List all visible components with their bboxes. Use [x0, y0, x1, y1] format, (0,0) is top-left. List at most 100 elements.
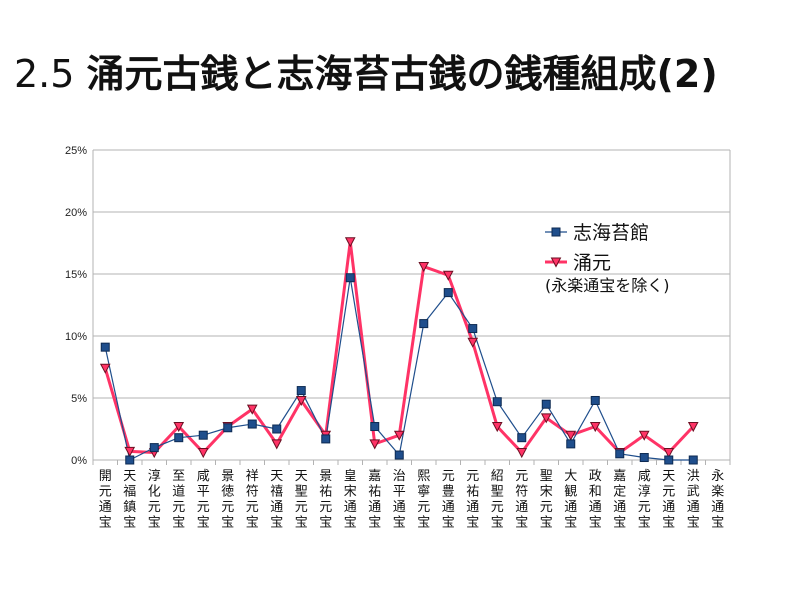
- data-point: [639, 453, 649, 463]
- x-category-char: 元: [662, 485, 675, 500]
- x-category-char: 宝: [246, 516, 259, 531]
- x-category-char: 観: [564, 485, 577, 500]
- x-category-char: 宝: [99, 516, 112, 531]
- data-point: [540, 413, 552, 424]
- x-category-char: 通: [613, 500, 626, 515]
- x-category-char: 宝: [662, 516, 675, 531]
- x-category-char: 元: [515, 469, 528, 484]
- x-category-char: 通: [442, 500, 455, 515]
- data-point: [124, 446, 136, 457]
- data-point: [492, 397, 502, 407]
- x-category-char: 元: [172, 500, 185, 515]
- data-point: [443, 288, 453, 298]
- x-category-char: 宝: [589, 516, 602, 531]
- data-point: [566, 439, 576, 449]
- data-point: [418, 262, 430, 273]
- series-markers-1: [99, 237, 699, 459]
- data-point: [296, 386, 306, 396]
- x-category-char: 永: [711, 469, 724, 484]
- x-category-char: 通: [662, 500, 675, 515]
- x-category-char: 元: [319, 500, 332, 515]
- x-category-char: 皇: [344, 469, 357, 484]
- x-category-char: 元: [197, 500, 210, 515]
- x-category-char: 化: [148, 485, 161, 500]
- data-point: [223, 423, 233, 433]
- x-category-char: 豊: [442, 485, 455, 500]
- data-point: [247, 419, 257, 429]
- x-category-char: 宝: [466, 516, 479, 531]
- x-category-char: 宋: [344, 485, 357, 500]
- x-category-char: 宝: [172, 516, 185, 531]
- x-category-char: 符: [515, 484, 528, 500]
- x-category-char: 元: [491, 500, 504, 515]
- x-category-char: 道: [172, 485, 185, 500]
- x-category-char: 福: [123, 485, 136, 500]
- x-category-char: 宝: [515, 516, 528, 531]
- data-point: [687, 422, 699, 433]
- x-category-char: 宝: [123, 516, 136, 531]
- x-category-char: 大: [564, 469, 577, 484]
- x-category-char: 宝: [442, 516, 455, 531]
- x-category-char: 洪: [687, 469, 700, 484]
- data-point: [517, 433, 527, 443]
- data-point: [100, 342, 110, 352]
- data-point: [516, 448, 528, 459]
- x-category-char: 元: [540, 500, 553, 515]
- x-category-char: 元: [295, 500, 308, 515]
- axes: [92, 150, 731, 465]
- data-point: [149, 443, 159, 453]
- x-category-char: 鎮: [123, 499, 136, 515]
- x-category-char: 元: [221, 500, 234, 515]
- legend-square-icon: [551, 227, 561, 237]
- data-point: [688, 455, 698, 465]
- x-category-char: 宝: [540, 516, 553, 531]
- x-axis-categories: 開元通宝天福鎮宝淳化元宝至道元宝咸平元宝景徳元宝祥符元宝天禧通宝天聖元宝景祐元宝…: [99, 468, 725, 531]
- x-category-label: 永楽通宝: [711, 469, 724, 531]
- x-category-char: 徳: [221, 485, 234, 500]
- x-category-char: 元: [246, 500, 259, 515]
- x-category-char: 祐: [466, 485, 479, 500]
- x-category-char: 和: [589, 485, 602, 500]
- y-tick-label: 15%: [65, 269, 87, 281]
- x-category-char: 天: [270, 469, 283, 484]
- data-point: [615, 449, 625, 459]
- x-category-char: 政: [589, 469, 602, 484]
- x-category-char: 聖: [540, 469, 553, 484]
- x-category-char: 定: [613, 485, 626, 500]
- x-category-char: 祐: [319, 485, 332, 500]
- x-category-char: 通: [270, 500, 283, 515]
- data-point: [565, 430, 577, 441]
- x-category-char: 武: [687, 485, 700, 500]
- x-category-char: 宝: [197, 516, 210, 531]
- x-category-char: 宝: [417, 516, 430, 531]
- data-point: [393, 430, 405, 441]
- data-point: [272, 424, 282, 434]
- x-category-char: 宝: [687, 516, 700, 531]
- data-point: [125, 455, 135, 465]
- x-category-char: 元: [442, 469, 455, 484]
- x-category-char: 淳: [148, 468, 161, 484]
- x-category-char: 紹: [491, 469, 504, 484]
- y-axis-ticks: 0% 5% 10% 15% 20% 25%: [65, 145, 87, 467]
- y-tick-label: 25%: [65, 145, 87, 157]
- data-point: [638, 430, 650, 441]
- data-point: [468, 324, 478, 334]
- data-point: [467, 337, 479, 348]
- series-markers-0: [100, 273, 698, 465]
- data-point: [295, 395, 307, 407]
- data-point: [321, 434, 331, 444]
- x-category-char: 景: [319, 469, 332, 484]
